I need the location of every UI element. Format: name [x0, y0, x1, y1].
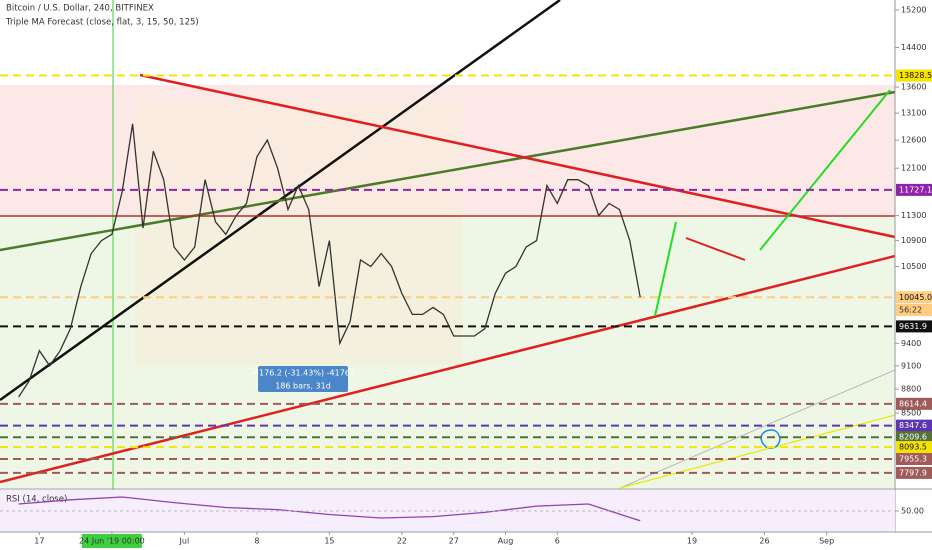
x-tick-label: 17: [34, 537, 44, 546]
y-tick-label: 50.00: [901, 507, 924, 516]
y-tick-label: 10900: [901, 236, 926, 245]
level-label: 7797.9: [899, 468, 927, 477]
x-tick-label: Sep: [819, 537, 834, 546]
level-label-box: [896, 397, 932, 410]
x-tick-label: 22: [397, 537, 407, 546]
trend-line: [0, 254, 896, 484]
countdown: 56:22: [899, 306, 922, 315]
price-line: [18, 496, 641, 522]
level-label: 13828.5: [899, 71, 932, 80]
y-tick-label: 10500: [901, 262, 926, 271]
y-tick-label: 11300: [901, 211, 926, 220]
trend-line: [619, 369, 896, 489]
trend-line: [619, 414, 896, 489]
level-label-box: [896, 441, 932, 454]
forecast-arrow: [654, 221, 677, 317]
measure-box: [135, 100, 462, 365]
level-label-box: [896, 453, 932, 466]
y-tick-label: 14400: [901, 43, 926, 52]
level-label-box: [896, 419, 932, 432]
indicator-title: Triple MA Forecast (close, flat, 3, 15, …: [5, 18, 199, 28]
level-label: 8093.5: [899, 443, 927, 452]
x-tick-label: 15: [324, 537, 334, 546]
rsi-title: RSI (14, close): [6, 495, 67, 505]
x-tick-label: 27: [449, 537, 459, 546]
y-tick-label: 8800: [901, 385, 921, 394]
level-label-box: [896, 291, 932, 304]
forecast-arrow: [759, 89, 891, 251]
x-tick-label: 26: [759, 537, 769, 546]
level-label: 8614.4: [899, 399, 927, 408]
level-label: 7955.3: [899, 455, 927, 464]
forecast-arrow: [685, 237, 746, 261]
chart-title: Bitcoin / U.S. Dollar, 240, BITFINEX: [6, 4, 154, 14]
trend-line: [0, 90, 896, 252]
price-line: [18, 123, 641, 398]
y-tick-label: 8500: [901, 409, 921, 418]
level-label: 10045.0: [899, 293, 932, 302]
level-label: 8209.6: [899, 433, 927, 442]
x-tick-label: Aug: [498, 537, 514, 546]
countdown-box: [896, 304, 932, 316]
measure-label: -4176.2 (-31.43%) -41762: [251, 369, 355, 378]
y-tick-label: 13600: [901, 83, 926, 92]
measure-label-box: [258, 366, 348, 392]
x-tick-label: 6: [555, 537, 560, 546]
y-tick-label: 12600: [901, 136, 926, 145]
level-label-box: [896, 320, 932, 333]
y-tick-label: 13100: [901, 109, 926, 118]
level-label-box: [896, 183, 932, 196]
level-label-box: [896, 431, 932, 444]
level-label-box: [896, 69, 932, 82]
x-tick-label: Jul: [179, 537, 190, 546]
level-label-box: [896, 466, 932, 479]
x-tick-label: 24 Jun '19 00:00: [79, 537, 145, 546]
y-tick-label: 15200: [901, 5, 926, 14]
trend-line: [139, 73, 896, 239]
x-tick-label: 19: [687, 537, 697, 546]
level-label: 11727.1: [899, 185, 932, 194]
y-tick-label: 9400: [901, 339, 921, 348]
y-tick-label: 12100: [901, 164, 926, 173]
x-tick-label: 8: [254, 537, 259, 546]
level-label: 9631.9: [899, 322, 927, 331]
y-tick-label: 9100: [901, 361, 921, 370]
level-label: 8347.6: [899, 421, 927, 430]
measure-label: 186 bars, 31d: [275, 382, 331, 391]
cursor-date-box: [81, 534, 142, 548]
